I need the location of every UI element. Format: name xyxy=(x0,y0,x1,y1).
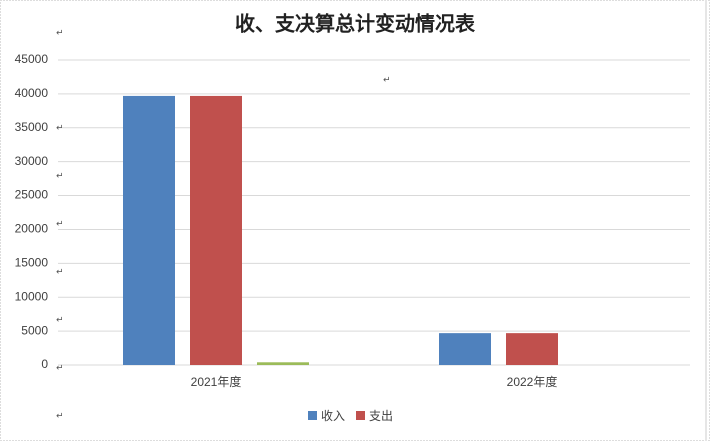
bar xyxy=(123,95,175,365)
legend-label: 支出 xyxy=(369,409,393,423)
y-tick-label: 5000 xyxy=(21,323,48,337)
paragraph-mark: ↵ xyxy=(56,410,64,420)
y-tick-label: 25000 xyxy=(15,188,49,202)
bar xyxy=(506,333,558,365)
y-tick-label: 35000 xyxy=(15,120,49,134)
y-tick-label: 20000 xyxy=(15,222,49,236)
paragraph-mark: ↵ xyxy=(56,314,64,324)
paragraph-mark: ↵ xyxy=(56,218,64,228)
chart-title: 收、支决算总计变动情况表 xyxy=(235,12,476,36)
y-tick-label: 30000 xyxy=(15,154,49,168)
y-tick-label: 0 xyxy=(41,357,48,371)
y-tick-label: 45000 xyxy=(15,52,49,66)
y-tick-label: 10000 xyxy=(15,289,49,303)
y-tick-label: 40000 xyxy=(15,86,49,100)
paragraph-mark: ↵ xyxy=(56,27,64,37)
paragraph-mark: ↵ xyxy=(56,266,64,276)
legend-swatch xyxy=(356,411,365,420)
paragraph-mark: ↵ xyxy=(383,74,391,84)
y-tick-label: 15000 xyxy=(15,256,49,270)
bar xyxy=(257,362,309,365)
paragraph-mark: ↵ xyxy=(56,122,64,132)
paragraph-mark: ↵ xyxy=(56,362,64,372)
bar xyxy=(190,95,242,365)
legend-swatch xyxy=(308,411,317,420)
legend-label: 收入 xyxy=(321,409,345,423)
x-tick-label: 2021年度 xyxy=(191,374,242,389)
x-tick-label: 2022年度 xyxy=(507,374,558,389)
bar xyxy=(439,333,491,365)
paragraph-mark: ↵ xyxy=(56,170,64,180)
